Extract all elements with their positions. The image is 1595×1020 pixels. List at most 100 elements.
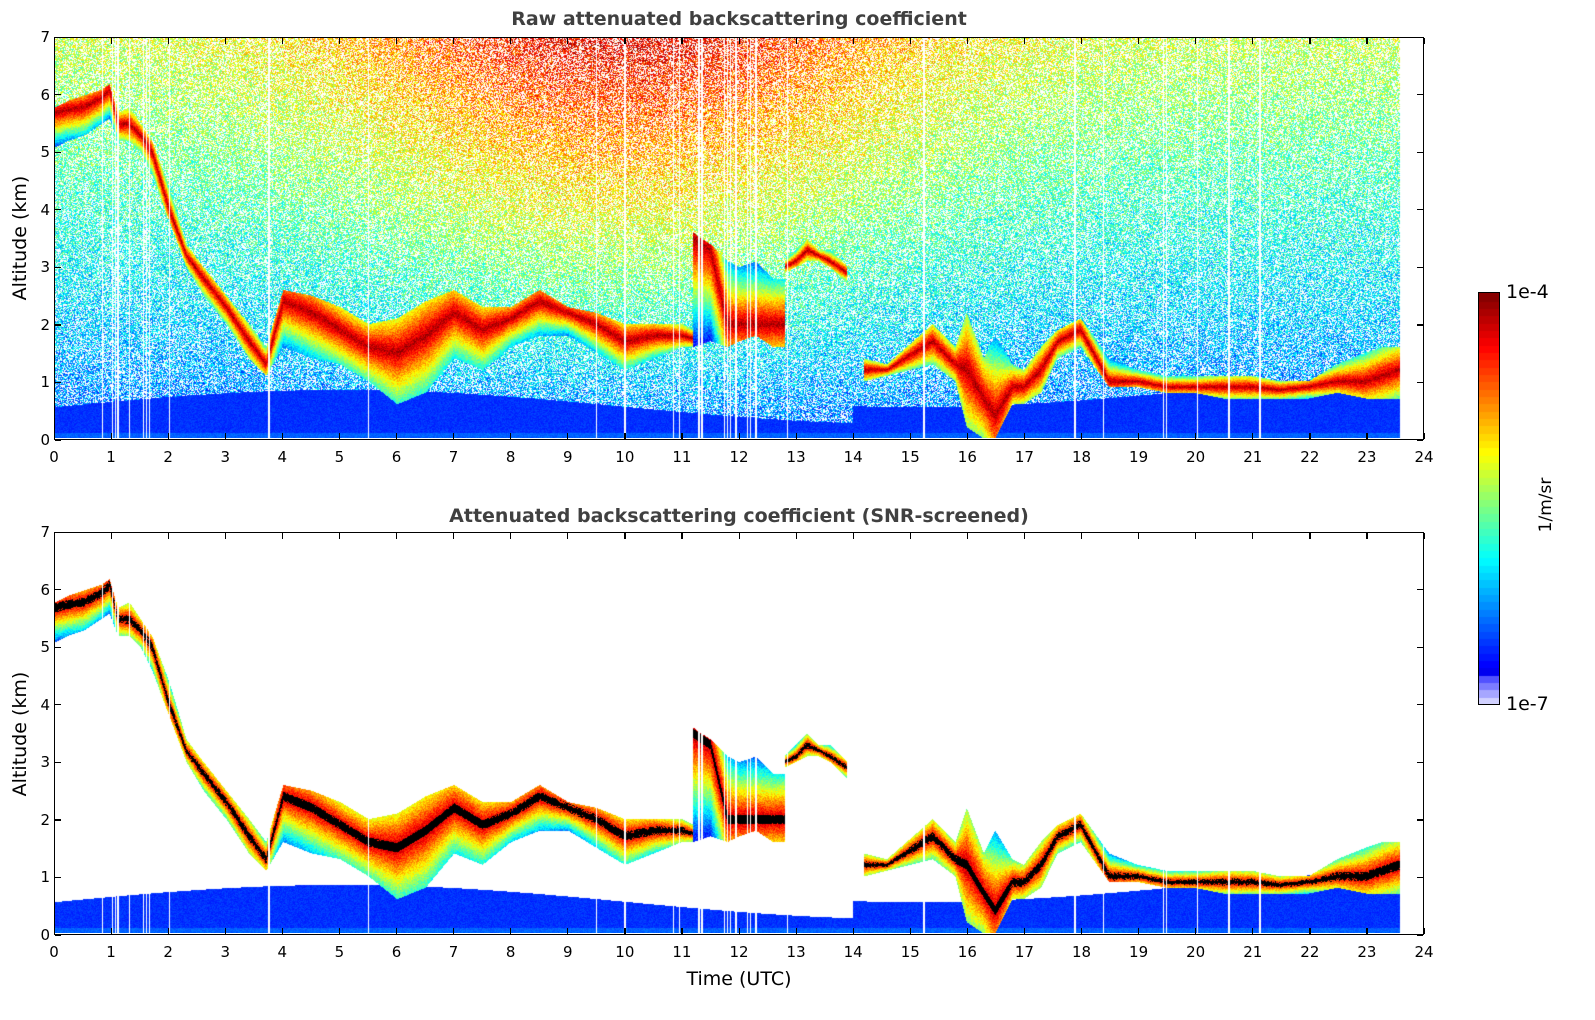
x-tick-label: 1 — [106, 448, 116, 466]
x-tick-mark — [738, 533, 740, 539]
x-tick-mark — [396, 38, 398, 44]
x-tick-label: 2 — [163, 448, 173, 466]
x-tick-mark — [567, 433, 569, 439]
x-tick-label: 3 — [220, 943, 231, 961]
x-tick-label: 2 — [163, 943, 173, 961]
x-tick-mark — [1081, 433, 1083, 439]
x-tick-label: 17 — [1014, 943, 1034, 961]
x-tick-mark — [1081, 533, 1083, 539]
x-tick-label: 8 — [505, 448, 516, 466]
x-tick-label: 13 — [786, 448, 806, 466]
x-tick-label: 18 — [1071, 448, 1092, 466]
x-tick-mark — [966, 533, 969, 539]
y-tick-mark — [1417, 94, 1423, 96]
y-tick-mark — [55, 704, 61, 706]
x-tick-mark — [909, 928, 911, 934]
x-tick-mark — [1309, 533, 1311, 539]
x-tick-mark — [53, 928, 55, 934]
colorbar-min-label: 1e-7 — [1506, 693, 1549, 715]
x-tick-mark — [453, 533, 455, 539]
x-tick-label: 14 — [843, 943, 863, 961]
x-tick-mark — [110, 533, 112, 539]
x-tick-label: 21 — [1243, 943, 1263, 961]
x-tick-label: 24 — [1414, 943, 1434, 961]
y-tick-label: 5 — [40, 638, 50, 657]
y-tick-mark — [1417, 646, 1423, 648]
y-tick-mark — [55, 934, 61, 936]
x-tick-mark — [1138, 38, 1140, 44]
x-tick-mark — [338, 533, 341, 539]
x-tick-mark — [1423, 433, 1425, 439]
x-tick-mark — [681, 38, 683, 44]
x-tick-mark — [453, 38, 455, 44]
x-tick-mark — [338, 433, 341, 439]
x-tick-mark — [1195, 533, 1197, 539]
x-tick-label: 22 — [1300, 943, 1320, 961]
x-tick-mark — [224, 533, 226, 539]
x-tick-label: 11 — [672, 448, 692, 466]
bottom-panel — [54, 532, 1424, 935]
x-tick-mark — [510, 433, 512, 439]
x-tick-mark — [453, 928, 455, 934]
x-tick-mark — [795, 433, 797, 439]
x-tick-label: 0 — [49, 448, 59, 466]
x-tick-mark — [795, 928, 797, 934]
x-tick-mark — [167, 38, 169, 44]
x-tick-label: 15 — [900, 943, 920, 961]
x-tick-mark — [338, 38, 341, 44]
y-tick-mark — [1417, 209, 1423, 211]
x-tick-mark — [966, 38, 969, 44]
y-tick-mark — [55, 876, 61, 879]
y-tick-mark — [55, 439, 61, 441]
x-tick-mark — [1309, 38, 1311, 44]
y-tick-mark — [1417, 151, 1423, 153]
x-tick-label: 4 — [277, 943, 288, 961]
y-tick-label: 6 — [40, 85, 50, 104]
x-tick-mark — [1423, 928, 1425, 934]
x-tick-mark — [681, 433, 683, 439]
y-tick-mark — [1417, 704, 1423, 706]
y-tick-mark — [1417, 876, 1423, 879]
x-tick-label: 11 — [672, 943, 692, 961]
y-tick-mark — [55, 266, 61, 268]
x-tick-label: 18 — [1071, 943, 1092, 961]
x-tick-mark — [567, 928, 569, 934]
x-tick-mark — [338, 928, 341, 934]
x-tick-label: 23 — [1357, 943, 1377, 961]
x-tick-mark — [53, 38, 55, 44]
x-tick-mark — [1023, 38, 1026, 44]
x-tick-mark — [281, 533, 284, 539]
x-tick-label: 4 — [277, 448, 288, 466]
x-tick-label: 9 — [562, 448, 573, 466]
x-tick-label: 6 — [391, 943, 402, 961]
x-tick-mark — [738, 928, 740, 934]
x-tick-mark — [453, 433, 455, 439]
x-tick-mark — [510, 928, 512, 934]
x-tick-label: 5 — [334, 448, 345, 466]
x-tick-mark — [224, 928, 226, 934]
x-tick-label: 19 — [1129, 448, 1149, 466]
x-tick-label: 9 — [562, 943, 573, 961]
x-tick-mark — [966, 928, 969, 934]
x-tick-mark — [681, 533, 683, 539]
x-tick-mark — [1252, 533, 1254, 539]
x-tick-mark — [1081, 38, 1083, 44]
x-tick-label: 0 — [49, 943, 59, 961]
x-tick-mark — [224, 38, 226, 44]
x-tick-mark — [738, 38, 740, 44]
x-tick-label: 20 — [1186, 943, 1206, 961]
x-tick-mark — [1366, 928, 1368, 934]
x-tick-mark — [1081, 928, 1083, 934]
y-tick-label: 5 — [40, 143, 50, 162]
y-tick-mark — [1417, 819, 1423, 821]
y-tick-mark — [55, 209, 61, 211]
x-tick-mark — [624, 928, 626, 934]
y-tick-label: 6 — [40, 580, 50, 599]
bottom-panel-xlabel: Time (UTC) — [686, 968, 792, 990]
y-tick-mark — [1417, 589, 1423, 591]
y-tick-mark — [1417, 531, 1423, 533]
x-tick-mark — [1252, 928, 1254, 934]
y-tick-mark — [55, 94, 61, 96]
x-tick-mark — [1423, 38, 1425, 44]
x-tick-label: 3 — [220, 448, 231, 466]
